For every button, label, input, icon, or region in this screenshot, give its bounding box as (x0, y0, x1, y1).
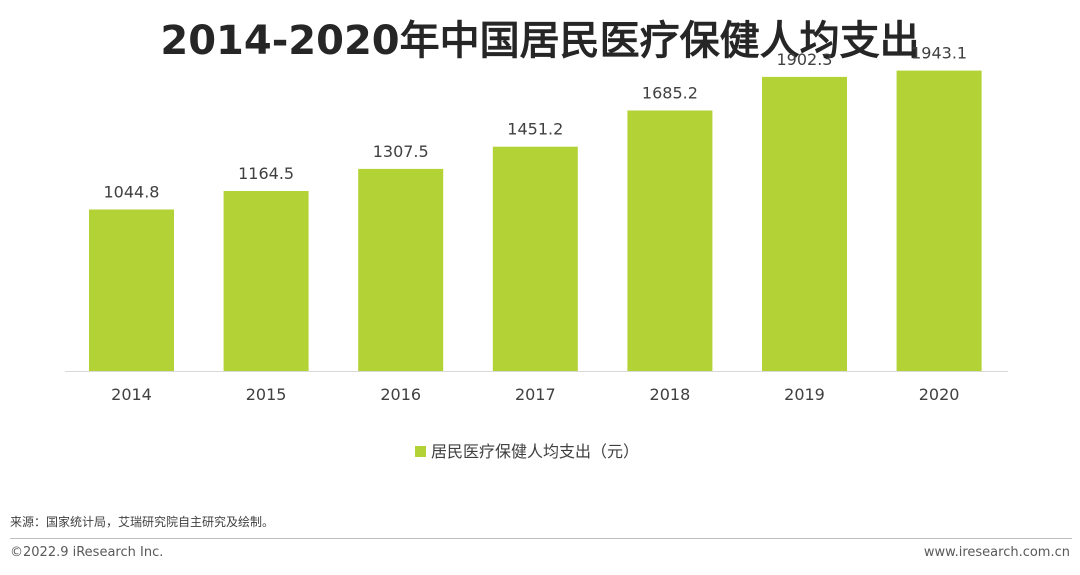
bar-2015 (223, 191, 309, 371)
data-label-2019: 1902.3 (777, 50, 833, 69)
x-tick-label-2017: 2017 (515, 385, 556, 404)
x-tick-label-2016: 2016 (380, 385, 421, 404)
data-label-2014: 1044.8 (104, 183, 160, 202)
legend-label: 居民医疗保健人均支出（元） (431, 442, 639, 461)
x-tick-label-2015: 2015 (246, 385, 287, 404)
chart-title: 2014-2020年中国居民医疗保健人均支出 (160, 18, 920, 64)
bar-2020 (896, 70, 982, 371)
data-label-2015: 1164.5 (238, 164, 294, 183)
data-label-2016: 1307.5 (373, 142, 429, 161)
legend-swatch (415, 446, 426, 457)
x-tick-label-2018: 2018 (650, 385, 691, 404)
bar-2017 (492, 146, 578, 371)
bar-2018 (627, 110, 713, 371)
x-tick-label-2020: 2020 (919, 385, 960, 404)
bar-2014 (89, 209, 174, 371)
footer-divider (10, 538, 1072, 539)
x-tick-label-2019: 2019 (784, 385, 825, 404)
copyright-text: ©2022.9 iResearch Inc. (10, 545, 164, 560)
source-note: 来源：国家统计局，艾瑞研究院自主研究及绘制。 (10, 515, 275, 529)
data-label-2018: 1685.2 (642, 84, 698, 103)
website-link[interactable]: www.iresearch.com.cn (923, 545, 1070, 560)
data-label-2017: 1451.2 (507, 120, 563, 139)
data-label-2020: 1943.1 (911, 44, 967, 63)
x-tick-label-2014: 2014 (111, 385, 152, 404)
bar-2019 (762, 76, 847, 372)
bar-2016 (358, 168, 444, 371)
